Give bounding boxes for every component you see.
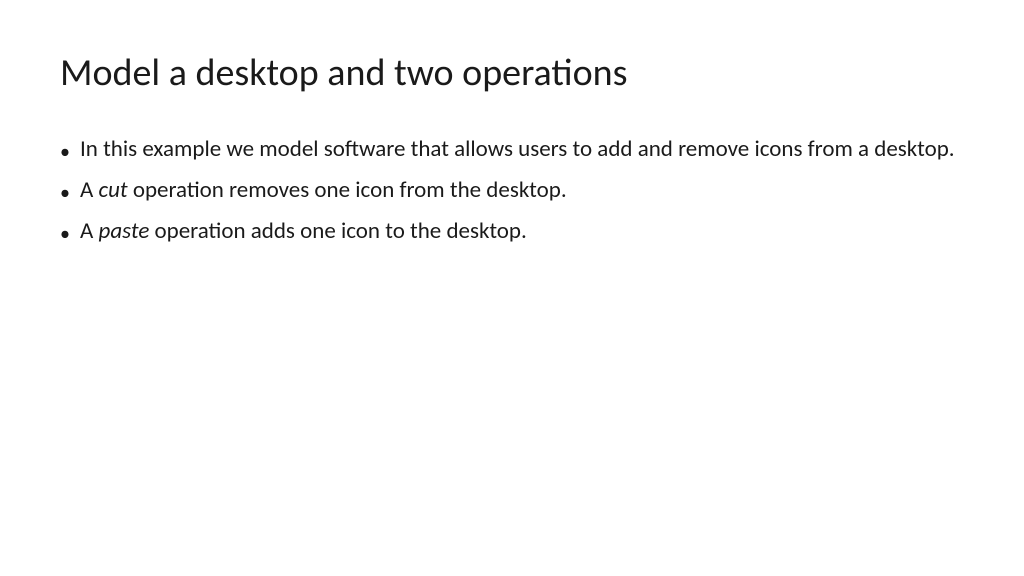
bullet-marker-icon [60,134,80,167]
bullet-text: A paste operation adds one icon to the d… [80,216,964,247]
bullet-text: In this example we model software that a… [80,134,964,165]
bullet-pre: A [80,217,99,245]
bullet-marker-icon [60,216,80,249]
bullet-italic: cut [99,176,128,204]
bullet-post: operation removes one icon from the desk… [128,176,567,204]
bullet-item: In this example we model software that a… [60,134,964,167]
bullet-marker-icon [60,175,80,208]
bullet-pre: In this example we model software that a… [80,135,955,163]
bullet-item: A cut operation removes one icon from th… [60,175,964,208]
bullet-post: operation adds one icon to the desktop. [149,217,527,245]
bullet-list: In this example we model software that a… [60,134,964,249]
bullet-pre: A [80,176,99,204]
bullet-item: A paste operation adds one icon to the d… [60,216,964,249]
slide-title: Model a desktop and two operations [60,50,964,96]
bullet-text: A cut operation removes one icon from th… [80,175,964,206]
bullet-italic: paste [99,217,150,245]
